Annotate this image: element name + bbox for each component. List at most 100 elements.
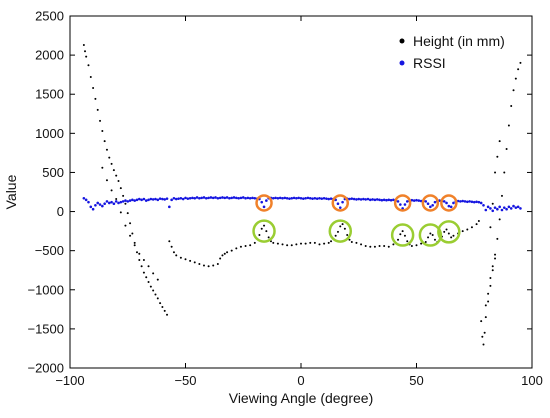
data-point <box>364 198 367 201</box>
axes-group: −100 −50 0 50 100−2000−1500−1000−50005001000… <box>27 9 542 389</box>
data-point <box>115 174 118 177</box>
series-0 <box>82 43 522 346</box>
data-point <box>161 197 164 201</box>
data-point <box>165 197 169 200</box>
y-tick-label: −2000 <box>27 361 64 376</box>
legend-marker <box>399 60 405 66</box>
x-tick-label: 50 <box>409 373 423 388</box>
data-point <box>424 241 427 244</box>
data-point <box>207 265 210 268</box>
data-point <box>267 236 270 239</box>
annotation-circle <box>331 194 350 212</box>
data-point <box>101 166 104 169</box>
data-point <box>295 196 298 200</box>
data-point <box>482 203 485 207</box>
data-point <box>463 200 467 203</box>
data-point <box>244 196 247 200</box>
data-point <box>360 243 363 246</box>
annotation-circle <box>390 223 415 247</box>
data-point <box>385 198 388 202</box>
data-point <box>487 300 490 303</box>
data-point <box>447 232 450 235</box>
data-point <box>151 198 155 201</box>
data-point <box>484 304 487 307</box>
data-point <box>144 199 148 202</box>
data-point <box>438 199 441 202</box>
y-tick-label: −1500 <box>27 321 64 336</box>
data-point <box>352 197 356 201</box>
data-point <box>221 196 224 199</box>
data-point <box>494 253 497 256</box>
data-point <box>403 234 406 237</box>
legend-label: Height (in mm) <box>413 33 505 49</box>
data-point <box>225 196 229 199</box>
data-point <box>350 241 353 244</box>
annotation-circle <box>255 194 273 212</box>
data-point <box>129 222 132 225</box>
legend-label: RSSI <box>413 55 446 71</box>
data-point <box>297 196 300 200</box>
data-point <box>110 189 113 192</box>
data-point <box>258 234 261 237</box>
data-point <box>387 198 391 202</box>
data-point <box>114 200 118 203</box>
data-point <box>486 205 490 209</box>
data-point <box>179 256 182 259</box>
data-point <box>202 264 205 267</box>
data-point <box>272 241 275 244</box>
data-point <box>410 198 414 202</box>
data-point <box>475 200 478 204</box>
data-point <box>119 187 122 190</box>
data-point <box>468 200 471 203</box>
data-point <box>91 207 95 211</box>
data-point <box>410 244 413 247</box>
data-point <box>304 242 307 245</box>
data-point <box>470 200 474 204</box>
data-point <box>82 43 85 46</box>
data-point <box>177 197 180 200</box>
data-point <box>479 201 483 205</box>
y-tick-label: 2000 <box>35 48 64 63</box>
data-point <box>483 331 486 334</box>
data-point <box>142 197 146 201</box>
data-point <box>450 236 453 239</box>
x-tick-label: 100 <box>521 373 543 388</box>
data-point <box>383 244 386 247</box>
annotation-circle <box>421 194 440 212</box>
data-point <box>175 254 178 257</box>
data-point <box>397 238 400 241</box>
data-point <box>207 196 210 200</box>
data-point <box>159 302 162 305</box>
data-point <box>341 200 344 204</box>
data-point <box>481 335 484 338</box>
data-point <box>262 205 266 209</box>
annotation-circle <box>437 220 461 244</box>
data-point <box>94 97 97 100</box>
data-point <box>156 278 159 281</box>
data-point <box>329 197 333 200</box>
data-point <box>145 276 148 279</box>
data-point <box>98 203 102 206</box>
data-point <box>140 265 143 268</box>
data-point <box>392 243 395 246</box>
data-point <box>276 196 280 200</box>
data-point <box>433 200 437 204</box>
y-axis-label: Value <box>3 174 19 209</box>
data-point <box>89 76 92 79</box>
data-point <box>149 197 153 201</box>
data-point <box>219 257 222 260</box>
data-point <box>447 204 451 208</box>
data-point <box>403 203 407 206</box>
data-point <box>156 297 159 300</box>
data-point <box>172 251 175 254</box>
data-point <box>334 234 337 237</box>
data-point <box>489 226 492 229</box>
annotation-circle <box>328 219 353 243</box>
data-point <box>323 242 326 245</box>
data-point <box>493 206 497 209</box>
data-point <box>429 205 432 209</box>
data-point <box>387 245 390 248</box>
data-point <box>510 104 513 107</box>
